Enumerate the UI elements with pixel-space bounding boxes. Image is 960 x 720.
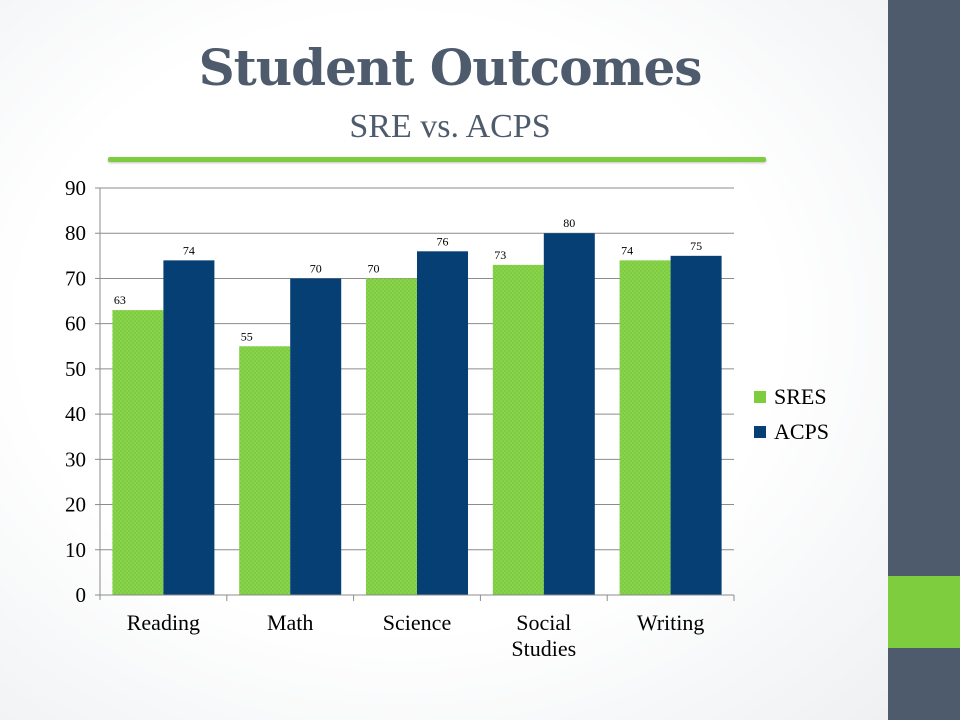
y-tick-label: 60 — [65, 312, 86, 336]
data-label: 70 — [368, 261, 380, 275]
x-category-label: Math — [267, 610, 313, 635]
y-tick-label: 50 — [65, 357, 86, 381]
legend-swatch-acps — [754, 426, 766, 438]
data-label: 80 — [563, 216, 575, 230]
y-tick-label: 70 — [65, 266, 86, 290]
x-category-label: Studies — [511, 636, 576, 661]
y-tick-label: 0 — [76, 583, 87, 607]
bar-acps — [670, 255, 722, 596]
data-label: 74 — [621, 243, 633, 257]
bar-sres — [239, 346, 291, 595]
bar-sres — [112, 310, 164, 595]
bar-acps — [163, 260, 215, 595]
legend-label-sres: SRES — [774, 384, 827, 409]
slide-title: Student Outcomes — [198, 38, 703, 97]
bar-sres — [619, 260, 671, 595]
data-label: 73 — [494, 248, 506, 262]
bar-acps — [543, 233, 595, 595]
bar-acps — [290, 278, 342, 595]
data-label: 55 — [241, 329, 253, 343]
x-category-label: Writing — [637, 610, 705, 635]
bar-sres — [366, 278, 417, 595]
data-label: 70 — [310, 261, 322, 275]
data-label: 74 — [183, 243, 195, 257]
bar-acps — [417, 251, 468, 596]
y-tick-label: 80 — [65, 221, 86, 245]
y-tick-label: 20 — [65, 493, 86, 517]
y-tick-label: 10 — [65, 538, 86, 562]
data-label: 76 — [437, 234, 449, 248]
slide-subtitle: SRE vs. ACPS — [349, 108, 551, 145]
bar-chart: 63 74 55 70 70 76 73 80 74 75 0 10 20 30 40 50 60 70 80 90… — [65, 176, 829, 661]
data-label: 75 — [690, 239, 702, 253]
x-category-label: Reading — [127, 610, 200, 635]
y-tick-label: 30 — [65, 447, 86, 471]
legend-swatch-sres — [754, 391, 766, 403]
side-accent-square — [888, 576, 960, 648]
x-category-label: Science — [383, 610, 451, 635]
y-tick-label: 90 — [65, 176, 86, 200]
bar-sres — [492, 264, 544, 595]
data-label: 63 — [114, 293, 126, 307]
legend-label-acps: ACPS — [774, 419, 829, 444]
x-category-label: Social — [516, 610, 571, 635]
y-tick-label: 40 — [65, 402, 86, 426]
title-underline — [108, 157, 766, 162]
